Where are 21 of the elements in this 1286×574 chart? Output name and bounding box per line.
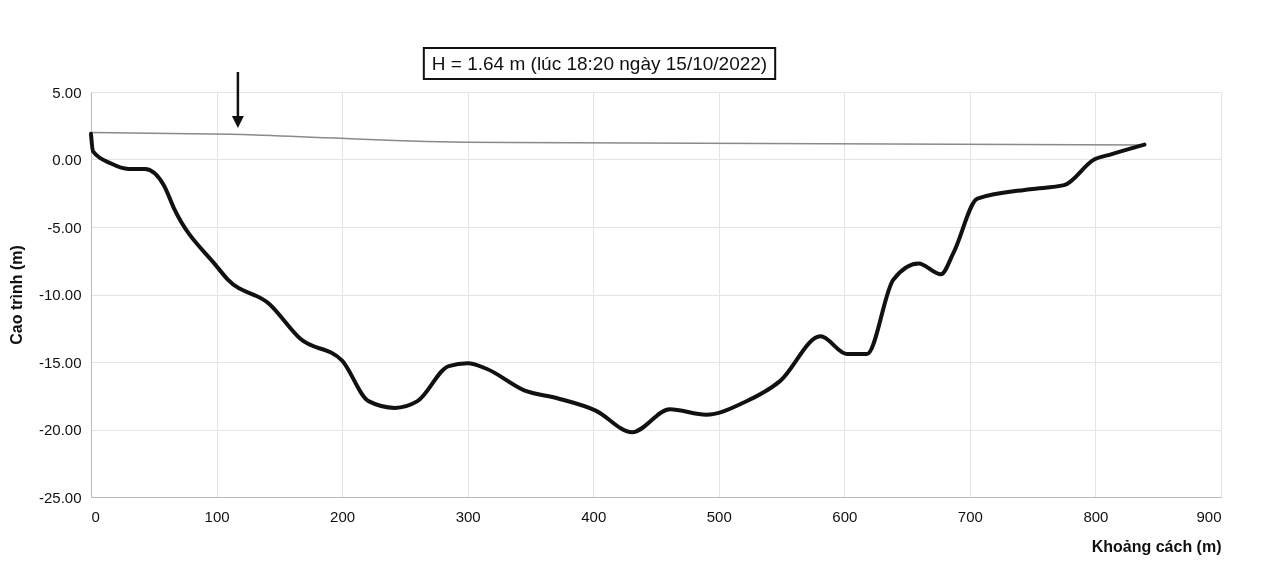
x-tick-label: 300 [455, 507, 481, 525]
y-tick-label: -25.00 [38, 488, 82, 506]
y-tick-label: -10.00 [38, 286, 82, 303]
y-tick-label: -5.00 [47, 218, 82, 236]
text: H = 1.64 m (lúc 18:20 ngày 15/10/2022) [431, 53, 768, 74]
x-tick-label: 500 [706, 507, 732, 525]
x-tick-label: 200 [330, 507, 356, 525]
y-tick-label: 5.00 [52, 83, 82, 101]
line-series [89, 131, 1147, 435]
x-tick-label: 800 [1083, 507, 1109, 525]
y-tick-label: -20.00 [38, 421, 82, 438]
x-tick-label: 900 [1196, 507, 1222, 525]
x-tick-label: 100 [204, 507, 230, 525]
x-tick-label: 700 [957, 507, 983, 525]
x-tick-label: 600 [832, 507, 858, 525]
y-tick-label: 0.00 [52, 151, 82, 168]
x-tick-label: 400 [581, 507, 607, 525]
x-tick-label: 0 [91, 507, 100, 525]
y-axis-title: Cao trình (m) [7, 245, 25, 345]
x-axis-title: Khoảng cách (m) [1091, 537, 1222, 555]
y-tick-label: -15.00 [38, 353, 82, 371]
